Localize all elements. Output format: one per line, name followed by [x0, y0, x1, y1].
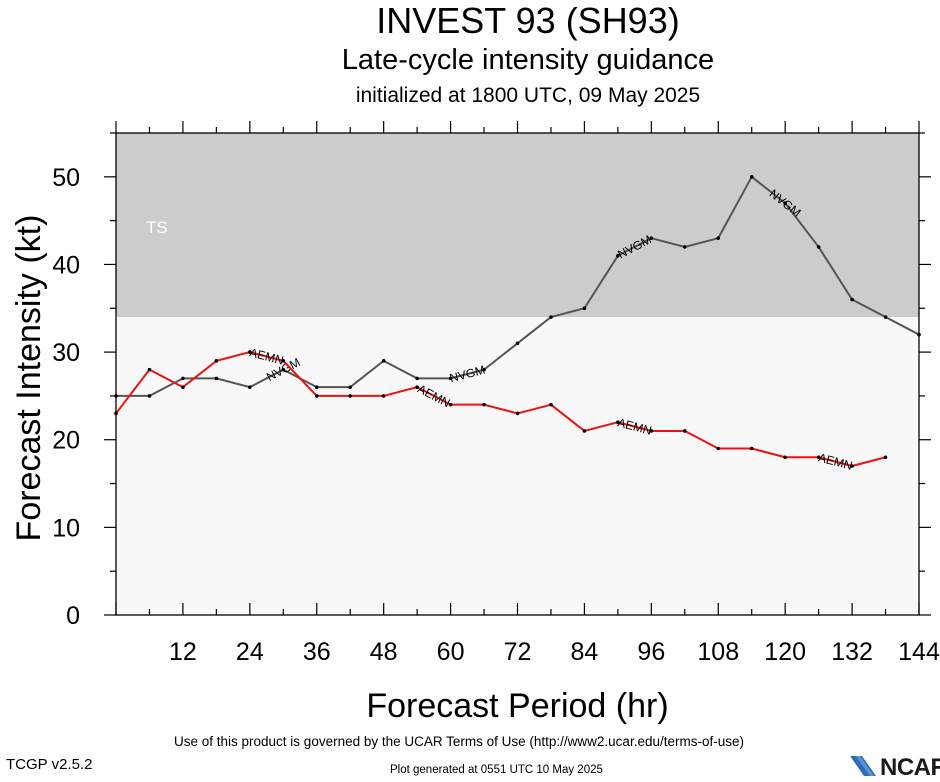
data-point-aemn: [448, 402, 453, 407]
data-point-nvgm: [181, 376, 185, 381]
y-tick-label: 50: [52, 164, 80, 192]
data-point-nvgm: [749, 175, 754, 179]
data-point-aemn: [850, 464, 854, 468]
data-point-nvgm: [448, 376, 453, 381]
data-point-aemn: [816, 455, 821, 460]
data-point-aemn: [549, 402, 553, 407]
data-point-aemn: [616, 420, 620, 425]
data-point-aemn: [482, 402, 486, 407]
x-tick-label: 36: [303, 638, 331, 666]
x-tick-label: 12: [169, 638, 197, 666]
x-tick-label: 108: [697, 638, 739, 666]
data-point-aemn: [181, 385, 185, 389]
data-point-nvgm: [314, 385, 319, 389]
data-point-aemn: [749, 446, 754, 451]
x-tick-label: 72: [504, 638, 532, 666]
data-point-nvgm: [682, 245, 687, 249]
intensity-bands: TS: [116, 133, 919, 615]
data-point-nvgm: [381, 359, 386, 363]
axis-labels: Forecast Period (hr) Forecast Intensity (…: [10, 215, 669, 725]
data-point-nvgm: [482, 367, 486, 372]
chart-title: INVEST 93 (SH93): [376, 0, 680, 41]
data-point-nvgm: [883, 315, 888, 319]
y-tick-label: 20: [52, 427, 80, 455]
data-point-aemn: [248, 350, 252, 354]
y-tick-label: 10: [52, 514, 80, 542]
y-tick-label: 30: [52, 339, 80, 367]
data-point-aemn: [883, 455, 888, 460]
x-tick-label: 96: [637, 638, 665, 666]
data-point-nvgm: [549, 315, 553, 319]
y-tick-label: 0: [66, 602, 80, 630]
x-tick-label: 24: [236, 638, 264, 666]
y-axis-label: Forecast Intensity (kt): [10, 215, 48, 542]
x-tick-label: 60: [437, 638, 465, 666]
axes: 12 24 36 48 60 72 84 96 108 120 132 144 0 10 20 30 40 50: [52, 121, 940, 666]
data-point-aemn: [381, 394, 386, 398]
data-point-nvgm: [850, 297, 854, 302]
data-point-nvgm: [582, 306, 587, 311]
data-point-aemn: [314, 394, 319, 398]
init-time: initialized at 1800 UTC, 09 May 2025: [355, 84, 701, 107]
data-point-nvgm: [348, 385, 353, 389]
terms-of-use-text: Use of this product is governed by the U…: [174, 734, 744, 749]
generated-timestamp: Plot generated at 0551 UTC 10 May 2025: [390, 764, 603, 776]
data-point-aemn: [783, 455, 787, 460]
data-point-aemn: [649, 429, 654, 433]
x-tick-label: 144: [898, 638, 940, 666]
data-point-aemn: [348, 394, 353, 398]
series-line-aemn: [115, 351, 886, 468]
x-tick-label: 84: [571, 638, 599, 666]
ncar-logo-icon: [850, 756, 876, 776]
data-point-nvgm: [214, 376, 219, 381]
data-point-aemn: [281, 359, 286, 363]
data-point-aemn: [515, 411, 520, 416]
band-1: [116, 317, 919, 615]
x-axis-label: Forecast Period (hr): [366, 687, 668, 725]
band-0: [116, 133, 919, 318]
data-point-nvgm: [816, 245, 821, 249]
ncar-logo-text: NCAR: [880, 754, 940, 781]
data-point-aemn: [582, 429, 587, 433]
data-point-aemn: [147, 367, 152, 372]
data-point-aemn: [415, 385, 419, 389]
data-point-nvgm: [783, 201, 787, 205]
version-label: TCGP v2.5.2: [6, 756, 93, 773]
band-label-ts: TS: [146, 218, 168, 237]
data-point-nvgm: [616, 253, 620, 258]
y-tick-label: 40: [52, 251, 80, 279]
x-tick-label: 120: [764, 638, 806, 666]
data-point-nvgm: [649, 236, 654, 240]
data-point-nvgm: [147, 394, 152, 398]
data-point-aemn: [716, 446, 721, 451]
x-tick-label: 48: [370, 638, 398, 666]
data-point-nvgm: [515, 341, 520, 346]
data-point-aemn: [214, 359, 219, 363]
data-point-nvgm: [248, 385, 252, 389]
chart-subtitle: Late-cycle intensity guidance: [341, 44, 715, 76]
data-point-nvgm: [281, 367, 286, 372]
data-point-nvgm: [716, 236, 721, 240]
x-tick-label: 132: [831, 638, 873, 666]
data-point-aemn: [682, 429, 687, 433]
data-point-nvgm: [415, 376, 419, 381]
